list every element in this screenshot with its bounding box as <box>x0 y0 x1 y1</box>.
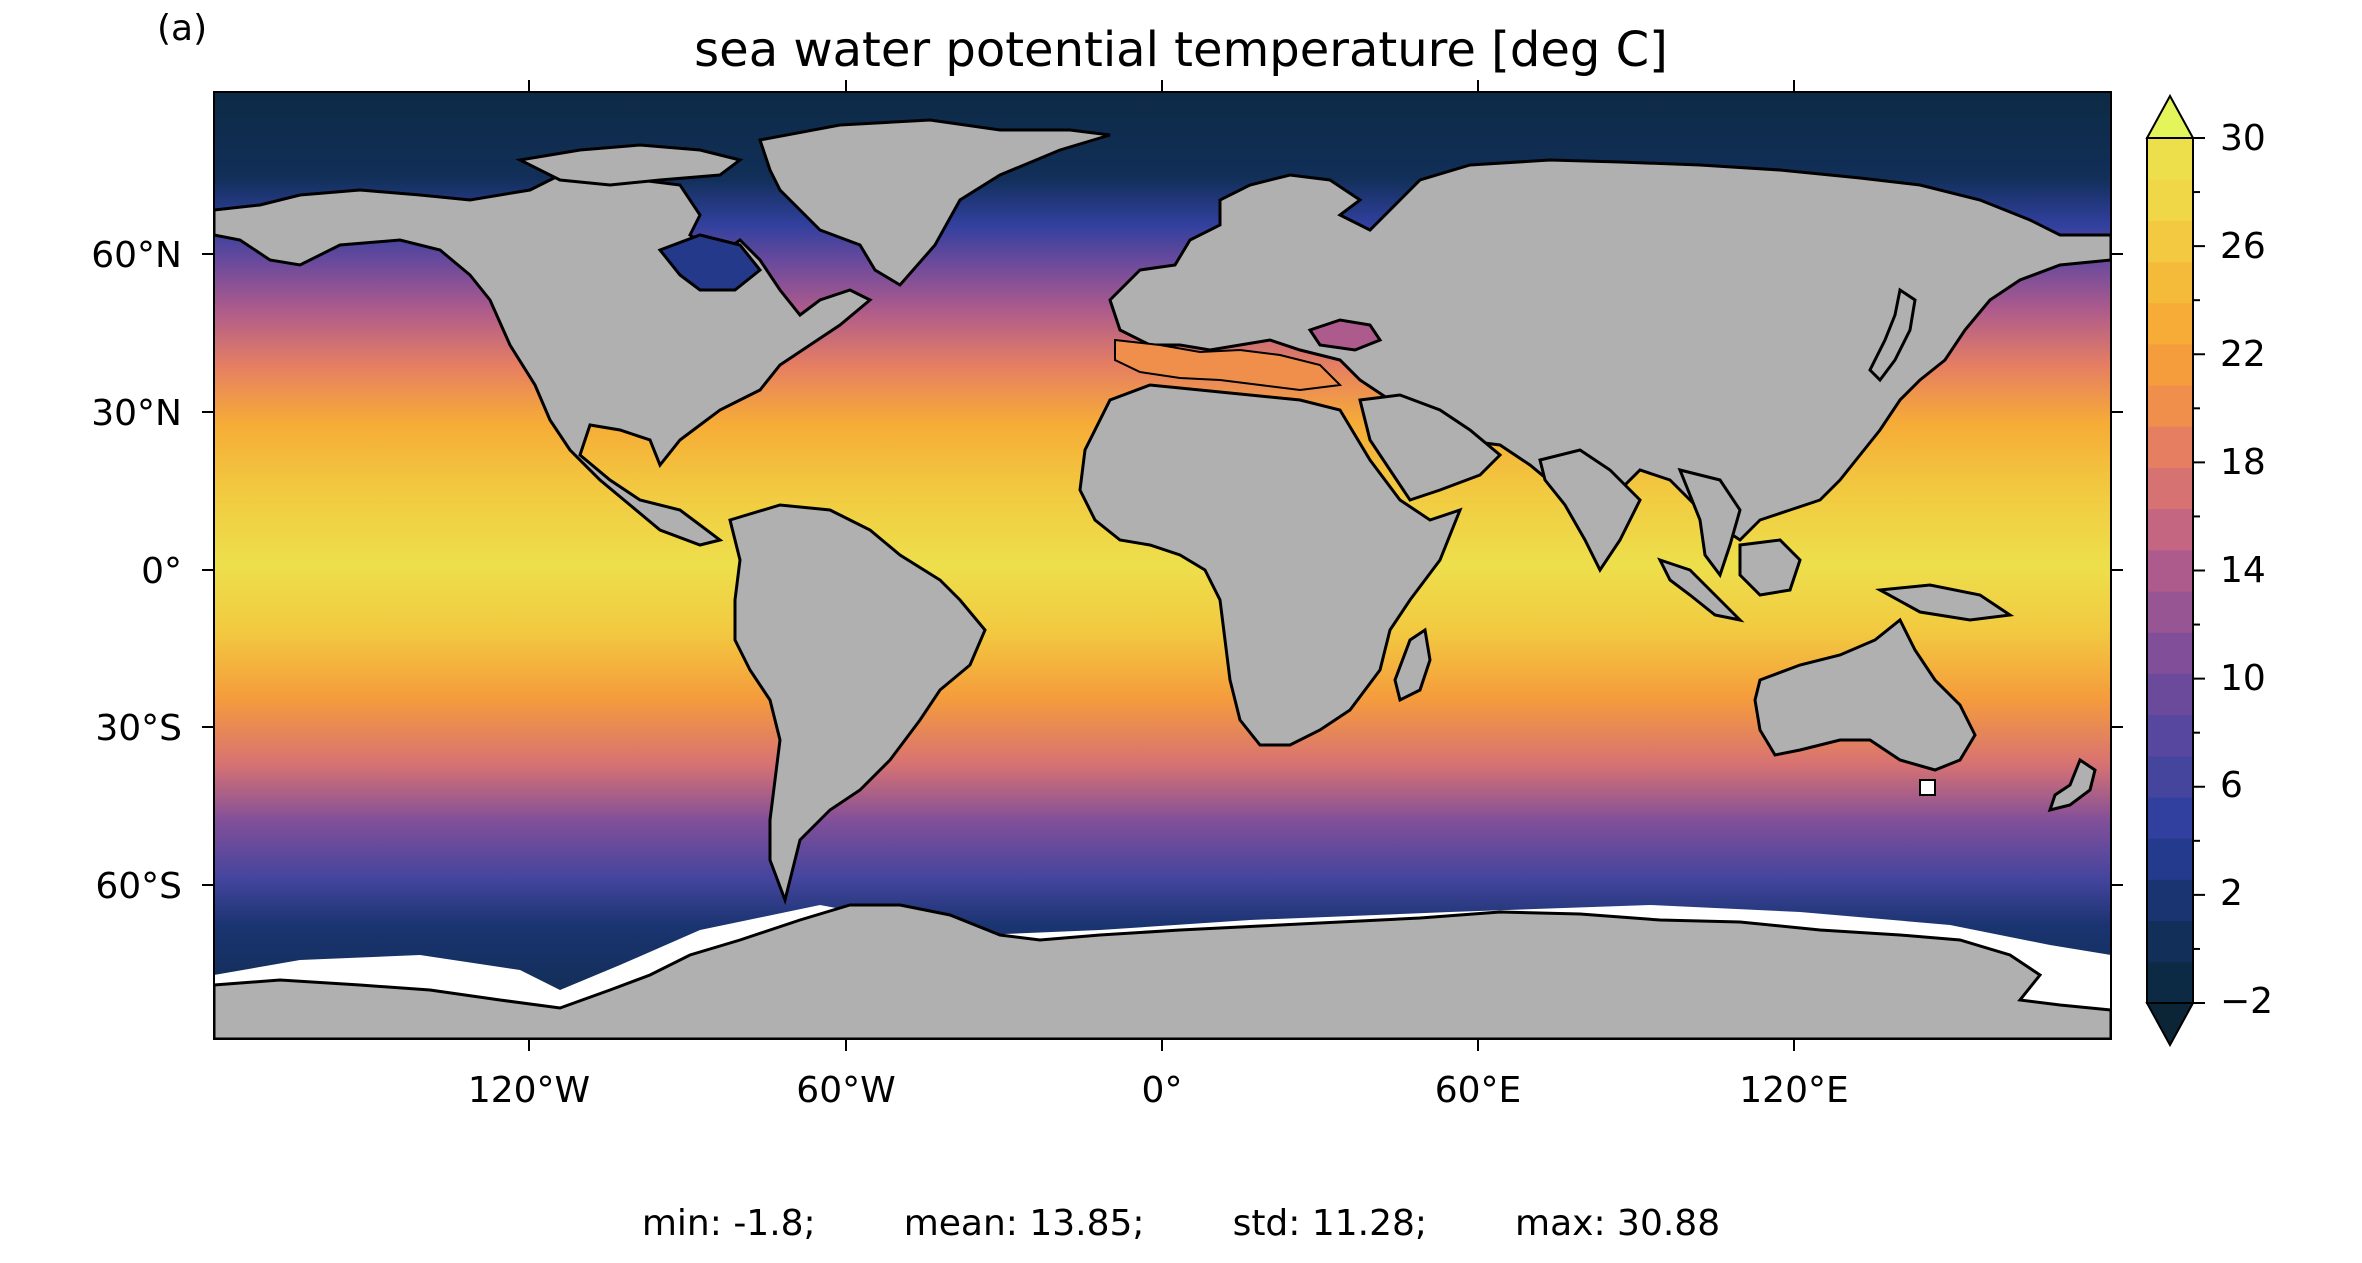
indonesia <box>1738 538 1802 597</box>
colorbar-tick-label: −2 <box>2220 981 2273 1022</box>
colorbar-band <box>2147 426 2193 469</box>
greenland <box>758 118 1111 287</box>
colorbar-tick-label: 30 <box>2220 118 2266 159</box>
stat-mean: mean: 13.85; <box>903 1203 1145 1244</box>
map-area <box>214 92 2111 1039</box>
colorbar-tick-label: 14 <box>2220 550 2266 591</box>
lat-tick-label: 30°S <box>95 708 182 749</box>
colorbar-band <box>2147 343 2193 386</box>
stats-line: min: -1.8; mean: 13.85; std: 11.28; max: 30… <box>0 1203 2362 1244</box>
colorbar-band <box>2147 797 2193 839</box>
lon-axis: 120°W 60°W 0° 60°E 120°E <box>468 80 1849 1111</box>
lat-tick-label: 30°N <box>91 393 182 434</box>
lon-tick-label: 60°W <box>796 1070 895 1111</box>
colorbar-labels: 30 26 22 18 14 10 6 2 −2 <box>2220 118 2273 1022</box>
colorbar-tick-label: 6 <box>2220 765 2243 806</box>
colorbar <box>2145 93 2205 1048</box>
colorbar-band <box>2147 879 2193 922</box>
southeast-asia <box>1677 467 1742 579</box>
australia <box>1753 617 1977 772</box>
hudson-bay <box>657 233 763 292</box>
colorbar-band <box>2147 261 2193 304</box>
colorbar-band <box>2147 179 2193 221</box>
lon-tick-label: 120°W <box>468 1070 590 1111</box>
colorbar-band <box>2147 591 2193 633</box>
colorbar-band <box>2147 920 2193 963</box>
colorbar-extend-low <box>2145 1002 2195 1048</box>
colorbar-band <box>2147 714 2193 757</box>
colorbar-band <box>2147 838 2193 880</box>
india <box>1538 448 1642 573</box>
lat-tick-label: 60°N <box>91 235 182 276</box>
south-america <box>728 503 987 906</box>
panel-label: (a) <box>157 8 208 49</box>
colorbar-band <box>2147 467 2193 510</box>
stat-min: min: -1.8; <box>641 1203 816 1244</box>
colorbar-band <box>2147 508 2193 551</box>
lat-tick-label: 60°S <box>95 866 182 907</box>
colorbar-band <box>2147 385 2193 427</box>
lon-tick-label: 120°E <box>1739 1070 1848 1111</box>
colorbar-band <box>2147 302 2193 345</box>
colorbar-band <box>2147 220 2193 263</box>
colorbar-band <box>2147 138 2193 180</box>
map-title: sea water potential temperature [deg C] <box>694 22 1668 78</box>
colorbar-band <box>2147 549 2193 592</box>
colorbar-extend-high <box>2145 93 2195 139</box>
lat-axis: 60°N 30°N 0° 30°S 60°S <box>91 235 2123 907</box>
colorbar-tick-label: 18 <box>2220 442 2266 483</box>
new-guinea <box>1875 583 2015 622</box>
lon-tick-label: 60°E <box>1435 1070 1522 1111</box>
japan <box>1868 287 1917 383</box>
colorbar-band <box>2147 673 2193 716</box>
lat-tick-label: 0° <box>141 551 182 592</box>
sumatra <box>1657 557 1745 623</box>
colorbar-tick-label: 10 <box>2220 658 2266 699</box>
colorbar-tick-label: 2 <box>2220 873 2243 914</box>
lon-tick-label: 0° <box>1142 1070 1183 1111</box>
colorbar-band <box>2147 961 2193 1004</box>
arabia <box>1358 393 1503 502</box>
black-sea <box>1307 318 1383 352</box>
colorbar-band <box>2147 632 2193 674</box>
mediterranean <box>1114 338 1343 392</box>
stat-std: std: 11.28; <box>1232 1203 1428 1244</box>
antarctica <box>214 903 2111 1039</box>
tasmania <box>1919 779 1936 796</box>
madagascar <box>1393 627 1432 703</box>
colorbar-band <box>2147 755 2193 798</box>
colorbar-tick-label: 26 <box>2220 226 2266 267</box>
colorbar-tick-label: 22 <box>2220 334 2266 375</box>
stat-max: max: 30.88 <box>1515 1203 1721 1244</box>
new-zealand <box>2047 757 2097 813</box>
africa <box>1078 383 1463 747</box>
arctic-archipelago <box>515 143 744 187</box>
